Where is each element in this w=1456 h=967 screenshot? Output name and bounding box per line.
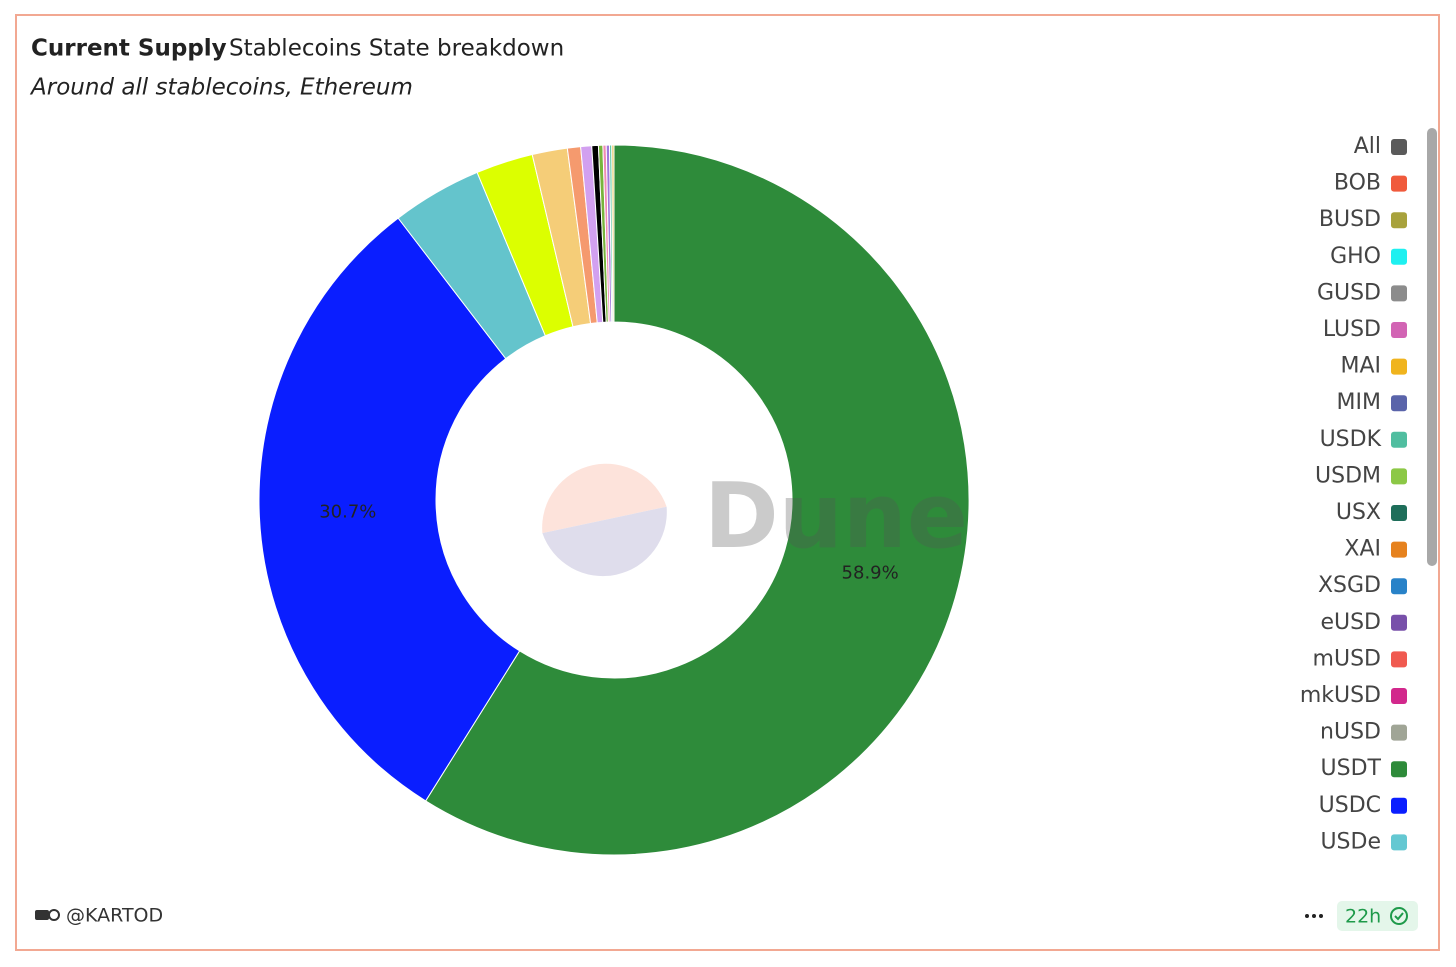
- legend-label[interactable]: USDM: [1315, 463, 1381, 488]
- legend-swatch: [1391, 358, 1407, 375]
- legend-swatch: [1391, 578, 1407, 595]
- data-label: 58.9%: [842, 563, 899, 584]
- watermark-text: Dune: [704, 464, 968, 569]
- legend-swatch: [1391, 395, 1407, 412]
- legend-label[interactable]: mUSD: [1313, 646, 1381, 671]
- legend-swatch: [1391, 651, 1407, 668]
- legend-swatch: [1391, 175, 1407, 192]
- slice: [424, 144, 970, 856]
- legend-swatch: [1391, 614, 1407, 631]
- legend-label[interactable]: nUSD: [1320, 720, 1381, 745]
- chart: 58.9% 30.7%: [258, 144, 970, 856]
- legend-swatch: [1391, 139, 1407, 155]
- legend-swatch: [1391, 322, 1407, 338]
- watermark-logo-top: [542, 463, 667, 534]
- legend-swatch: [1391, 505, 1407, 521]
- legend-label[interactable]: XSGD: [1318, 573, 1381, 598]
- legend-swatch: [1391, 834, 1407, 851]
- legend-label[interactable]: mkUSD: [1300, 683, 1381, 708]
- legend-swatch: [1391, 688, 1407, 704]
- age: 22h: [1345, 906, 1381, 928]
- legend: All BOB BUSD GHO GUSD LUSD MAI MIM USDK USDM USX XA…: [1300, 134, 1407, 854]
- legend-label[interactable]: BUSD: [1319, 207, 1381, 232]
- legend-label[interactable]: MIM: [1337, 390, 1381, 415]
- data-label: 30.7%: [319, 502, 376, 523]
- widget-subtitle: Around all stablecoins, Ethereum: [29, 75, 413, 101]
- widget-name: Stablecoins State breakdown: [229, 36, 564, 62]
- legend-swatch: [1391, 797, 1407, 814]
- legend-label[interactable]: GUSD: [1317, 280, 1381, 305]
- legend-swatch: [1391, 212, 1407, 229]
- widget-title: Current Supply: [31, 36, 227, 62]
- legend-swatch: [1391, 468, 1407, 485]
- more-menu[interactable]: [1305, 914, 1323, 918]
- slice: [611, 144, 615, 323]
- legend-label[interactable]: BOB: [1334, 171, 1381, 196]
- legend-label[interactable]: XAI: [1344, 537, 1381, 562]
- legend-label[interactable]: eUSD: [1320, 610, 1381, 635]
- legend-swatch: [1391, 761, 1407, 778]
- legend-label[interactable]: USDe: [1320, 829, 1381, 854]
- author[interactable]: @KARTOD: [66, 905, 163, 927]
- scrollbar[interactable]: [1427, 128, 1437, 566]
- legend-swatch: [1391, 248, 1407, 265]
- watermark-logo-bottom: [542, 506, 667, 577]
- check-icon: [1390, 907, 1408, 925]
- legend-label[interactable]: USDC: [1319, 793, 1381, 818]
- legend-label[interactable]: All: [1354, 134, 1381, 159]
- legend-swatch: [1391, 285, 1407, 302]
- legend-label[interactable]: MAI: [1340, 354, 1381, 379]
- legend-label[interactable]: USX: [1336, 500, 1381, 525]
- legend-label[interactable]: USDK: [1320, 427, 1382, 452]
- author-icon: [35, 909, 60, 921]
- legend-swatch: [1391, 724, 1407, 741]
- legend-swatch: [1391, 541, 1407, 558]
- legend-label[interactable]: GHO: [1330, 244, 1381, 269]
- watermark: [542, 463, 667, 577]
- legend-swatch: [1391, 431, 1407, 448]
- legend-label[interactable]: LUSD: [1323, 317, 1381, 342]
- slice: [258, 217, 521, 802]
- legend-label[interactable]: USDT: [1321, 756, 1382, 781]
